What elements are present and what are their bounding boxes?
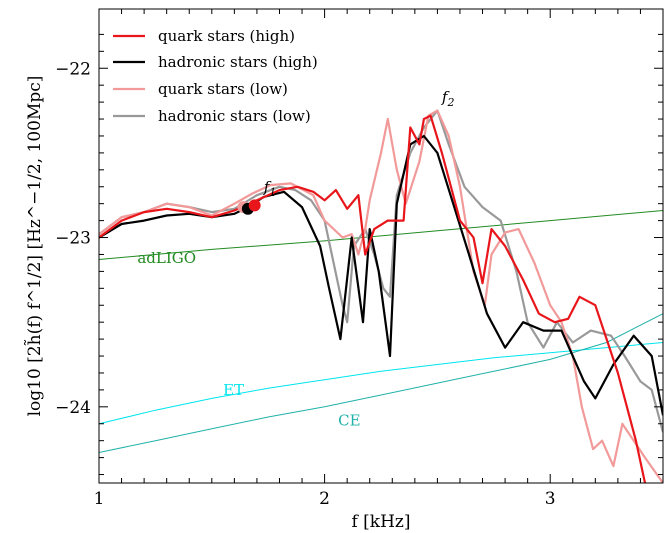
legend: quark stars (high) hadronic stars (high)… <box>113 27 318 125</box>
legend-label-hadronic-low: hadronic stars (low) <box>158 107 311 125</box>
y-tick-label: −22 <box>55 59 91 79</box>
plot-area <box>99 9 663 483</box>
x-tick-label: 1 <box>94 489 105 509</box>
y-axis-label: log10 [2h̃(f) f^1/2] [Hz^−1/2, 100Mpc] <box>24 76 45 417</box>
peak-marker-2 <box>248 199 261 212</box>
series-line-adligo <box>99 210 663 260</box>
annotation-ce: CE <box>338 411 360 429</box>
series-line-ce <box>99 313 663 453</box>
legend-label-quark-low: quark stars (low) <box>158 80 288 98</box>
series-line-hadronic-stars-high <box>99 134 663 416</box>
legend-label-hadronic-high: hadronic stars (high) <box>158 53 318 71</box>
series-line-quark-stars-low <box>99 109 663 483</box>
marker-layer <box>237 199 261 215</box>
x-tick-label: 2 <box>319 489 330 509</box>
annotation-et: ET <box>223 381 244 399</box>
y-tick-label: −23 <box>55 229 91 249</box>
y-tick-label: −24 <box>55 398 91 418</box>
x-tick-label: 3 <box>545 489 556 509</box>
x-axis-label: f [kHz] <box>351 512 410 532</box>
tick-layer: 1 2 3 −22 −23 −24 <box>55 9 664 509</box>
legend-label-quark-high: quark stars (high) <box>158 27 295 45</box>
series-line-et <box>99 342 663 425</box>
plot-frame <box>98 8 664 484</box>
annotation-adligo: adLIGO <box>137 249 196 267</box>
